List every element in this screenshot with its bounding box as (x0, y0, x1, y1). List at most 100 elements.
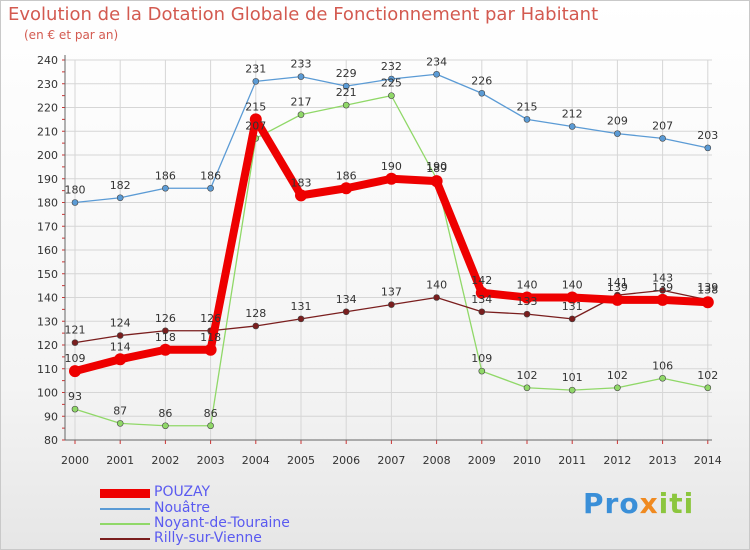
legend-swatch-pouzay (100, 489, 150, 498)
data-point-rilly-sur-vienne (342, 308, 350, 316)
data-label-noyant-de-touraine: 102 (697, 369, 718, 382)
data-label-nou-tre: 232 (381, 60, 402, 73)
data-label-noyant-de-touraine: 225 (381, 77, 402, 90)
data-label-noyant-de-touraine: 101 (562, 371, 583, 384)
y-tick-label: 170 (37, 220, 58, 233)
data-point-pouzay (340, 182, 353, 195)
y-tick-label: 240 (37, 54, 58, 67)
y-tick-label: 230 (37, 78, 58, 91)
data-label-noyant-de-touraine: 221 (336, 86, 357, 99)
y-tick-label: 100 (37, 387, 58, 400)
x-tick-label: 2000 (61, 454, 89, 467)
data-point-rilly-sur-vienne (162, 327, 169, 335)
data-label-rilly-sur-vienne: 128 (245, 307, 266, 320)
data-point-noyant-de-touraine (388, 92, 395, 99)
data-point-rilly-sur-vienne (116, 332, 124, 339)
data-point-pouzay (249, 113, 262, 126)
data-point-nou-tre (162, 184, 169, 192)
data-point-pouzay (430, 175, 443, 188)
logo-part-2: x (639, 487, 659, 520)
data-label-nou-tre: 186 (200, 169, 221, 182)
data-label-nou-tre: 226 (471, 74, 492, 87)
data-point-rilly-sur-vienne (297, 315, 305, 323)
data-point-noyant-de-touraine (704, 384, 712, 392)
data-point-noyant-de-touraine (71, 405, 79, 413)
data-point-pouzay (656, 293, 669, 306)
data-point-nou-tre (704, 144, 712, 152)
data-point-rilly-sur-vienne (388, 301, 395, 308)
y-tick-label: 220 (37, 102, 58, 115)
x-tick-label: 2011 (558, 454, 586, 467)
data-label-rilly-sur-vienne: 126 (200, 312, 221, 325)
legend-label-noyant: Noyant-de-Touraine (154, 515, 290, 531)
y-tick-label: 160 (37, 244, 58, 257)
data-label-nou-tre: 209 (607, 115, 628, 128)
data-label-nou-tre: 231 (245, 62, 266, 75)
data-label-rilly-sur-vienne: 134 (471, 293, 492, 306)
data-label-rilly-sur-vienne: 134 (336, 293, 357, 306)
data-point-nou-tre (433, 70, 440, 78)
data-point-nou-tre (659, 135, 666, 142)
y-tick-label: 190 (37, 173, 58, 186)
data-point-noyant-de-touraine (659, 374, 666, 382)
data-label-pouzay: 139 (607, 281, 628, 294)
data-point-nou-tre (478, 89, 486, 97)
data-point-nou-tre (252, 78, 260, 85)
data-point-noyant-de-touraine (342, 101, 350, 109)
data-label-nou-tre: 212 (562, 108, 583, 121)
x-tick-label: 2006 (332, 454, 360, 467)
data-point-nou-tre (116, 194, 124, 202)
legend-label-nouatre: Nouâtre (154, 500, 211, 516)
data-label-pouzay: 183 (291, 176, 312, 189)
data-label-noyant-de-touraine: 102 (607, 369, 628, 382)
data-label-pouzay: 140 (562, 279, 583, 292)
data-label-pouzay: 142 (471, 274, 492, 287)
data-point-pouzay (159, 343, 172, 356)
data-point-noyant-de-touraine (523, 384, 531, 392)
data-label-rilly-sur-vienne: 121 (65, 324, 86, 337)
data-point-nou-tre (207, 184, 214, 192)
y-tick-label: 110 (37, 363, 58, 376)
legend-swatch-noyant (100, 523, 150, 525)
data-label-noyant-de-touraine: 86 (204, 407, 218, 420)
chart-title: Evolution de la Dotation Globale de Fonc… (8, 4, 599, 25)
logo-part-1: Pro (583, 487, 640, 520)
data-label-rilly-sur-vienne: 133 (517, 295, 538, 308)
data-label-nou-tre: 233 (291, 58, 312, 71)
data-label-rilly-sur-vienne: 143 (652, 271, 673, 284)
x-tick-label: 2014 (694, 454, 722, 467)
data-label-pouzay: 138 (697, 283, 718, 296)
data-label-pouzay: 139 (652, 281, 673, 294)
data-point-pouzay (611, 293, 624, 306)
data-label-noyant-de-touraine: 102 (517, 369, 538, 382)
x-tick-label: 2012 (603, 454, 631, 467)
data-label-pouzay: 189 (426, 162, 447, 175)
x-tick-label: 2003 (197, 454, 225, 467)
x-tick-label: 2001 (106, 454, 134, 467)
data-label-pouzay: 109 (65, 352, 86, 365)
data-label-rilly-sur-vienne: 140 (426, 279, 447, 292)
data-label-nou-tre: 215 (517, 100, 538, 113)
x-tick-label: 2013 (649, 454, 677, 467)
data-label-noyant-de-touraine: 106 (652, 359, 673, 372)
data-label-noyant-de-touraine: 87 (113, 404, 127, 417)
data-label-nou-tre: 229 (336, 67, 357, 80)
data-point-pouzay (701, 296, 714, 309)
data-point-pouzay (521, 291, 533, 304)
data-point-pouzay (69, 365, 81, 378)
proxiti-logo: Proxiti (583, 487, 694, 520)
chart-subtitle: (en € et par an) (24, 28, 119, 42)
x-tick-label: 2008 (423, 454, 451, 467)
data-point-rilly-sur-vienne (71, 339, 79, 346)
data-label-pouzay: 190 (381, 160, 402, 173)
x-tick-label: 2010 (513, 454, 541, 467)
data-label-rilly-sur-vienne: 131 (291, 300, 312, 313)
data-point-pouzay (295, 189, 307, 202)
data-point-noyant-de-touraine (207, 422, 214, 430)
y-tick-label: 150 (37, 268, 58, 281)
data-label-rilly-sur-vienne: 137 (381, 286, 402, 299)
data-label-rilly-sur-vienne: 141 (607, 276, 628, 289)
x-tick-label: 2009 (468, 454, 496, 467)
data-point-nou-tre (297, 73, 305, 80)
